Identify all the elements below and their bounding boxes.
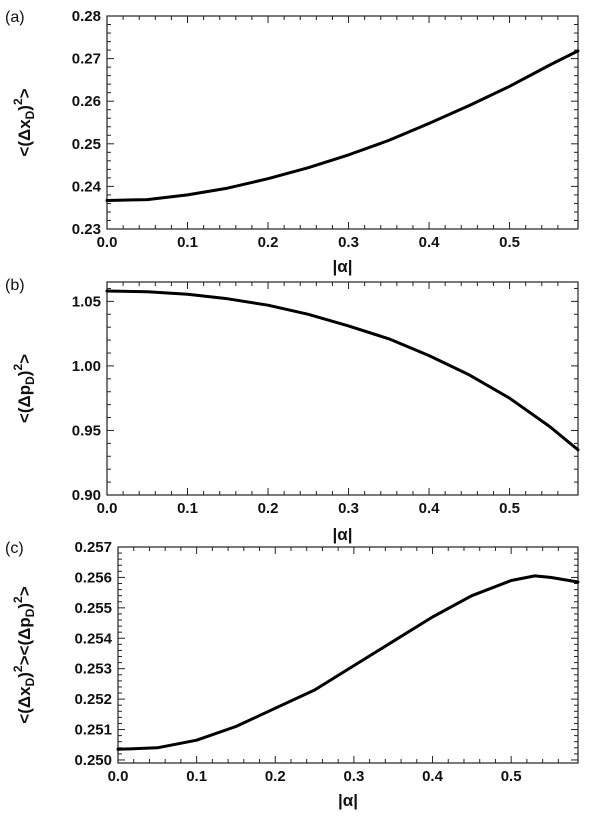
- chart-panel-1: 0.0 0.1 0.2 0.3 0.4 0.5 0.23 0.24 0.25 0.26 0.27 0.…: [5, 8, 580, 276]
- x-tick-label: 0.3: [343, 768, 364, 785]
- chart-panel-2: 0.0 0.1 0.2 0.3 0.4 0.5 0.90 0.95 1.00 1.05 (b) |α|…: [5, 277, 580, 544]
- y-tick-label: 0.24: [72, 178, 102, 195]
- x-tick-label: 0.5: [501, 768, 522, 785]
- x-tick-label: 0.3: [338, 500, 359, 517]
- panel-label: (b): [5, 277, 25, 294]
- y-tick-label: 0.28: [72, 8, 101, 25]
- y-tick-label: 0.26: [72, 93, 101, 110]
- y-tick-label: 0.255: [74, 600, 112, 617]
- x-tick-label: 0.5: [499, 234, 520, 251]
- x-tick-label: 0.2: [258, 234, 279, 251]
- y-tick-label: 1.05: [72, 293, 101, 310]
- x-tick-label: 0.4: [419, 500, 441, 517]
- y-tick-label: 0.27: [72, 51, 101, 68]
- y-tick-label: 0.257: [74, 539, 112, 556]
- y-tick-label: 1.00: [72, 358, 101, 375]
- y-tick-label: 0.254: [74, 630, 112, 647]
- y-axis-label: <(ΔpD)2>: [11, 354, 37, 423]
- y-tick-label: 0.251: [74, 722, 112, 739]
- x-tick-label: 0.0: [108, 768, 129, 785]
- y-tick-label: 0.253: [74, 661, 112, 678]
- y-tick-label: 0.90: [72, 487, 101, 504]
- y-tick-label: 0.25: [72, 136, 101, 153]
- chart-panel-3: 0.0 0.1 0.2 0.3 0.4 0.5 0.250 0.251 0.252 0.253 0.…: [5, 539, 580, 810]
- x-tick-label: 0.5: [499, 500, 520, 517]
- x-axis-label: |α|: [338, 791, 358, 810]
- panel-label: (c): [5, 540, 24, 557]
- plot-frame: [106, 15, 579, 230]
- x-tick-label: 0.1: [177, 500, 198, 517]
- y-axis-label: <(ΔxD)2><(ΔpD)2>: [11, 586, 37, 723]
- plot-frame: [106, 281, 579, 496]
- x-tick-label: 0.2: [265, 768, 286, 785]
- x-axis-label: |α|: [333, 525, 353, 544]
- y-tick-label: 0.95: [72, 422, 101, 439]
- y-tick-label: 0.256: [74, 569, 112, 586]
- panel-label: (a): [5, 9, 25, 26]
- x-tick-label: 0.1: [186, 768, 207, 785]
- x-axis-label: |α|: [333, 257, 353, 276]
- x-tick-label: 0.0: [97, 500, 118, 517]
- series-line: [105, 49, 580, 202]
- y-tick-label: 0.252: [74, 691, 112, 708]
- y-tick-label: 0.250: [74, 752, 112, 769]
- x-tick-label: 0.2: [258, 500, 279, 517]
- y-tick-label: 0.23: [72, 221, 101, 238]
- plot-frame: [117, 546, 579, 764]
- series-line: [116, 574, 580, 751]
- y-axis-label: <(ΔxD)2>: [11, 88, 37, 156]
- x-tick-label: 0.0: [97, 234, 118, 251]
- x-tick-label: 0.1: [177, 234, 198, 251]
- x-tick-label: 0.4: [419, 234, 441, 251]
- x-tick-label: 0.3: [338, 234, 359, 251]
- series-line: [105, 289, 580, 452]
- x-tick-label: 0.4: [422, 768, 444, 785]
